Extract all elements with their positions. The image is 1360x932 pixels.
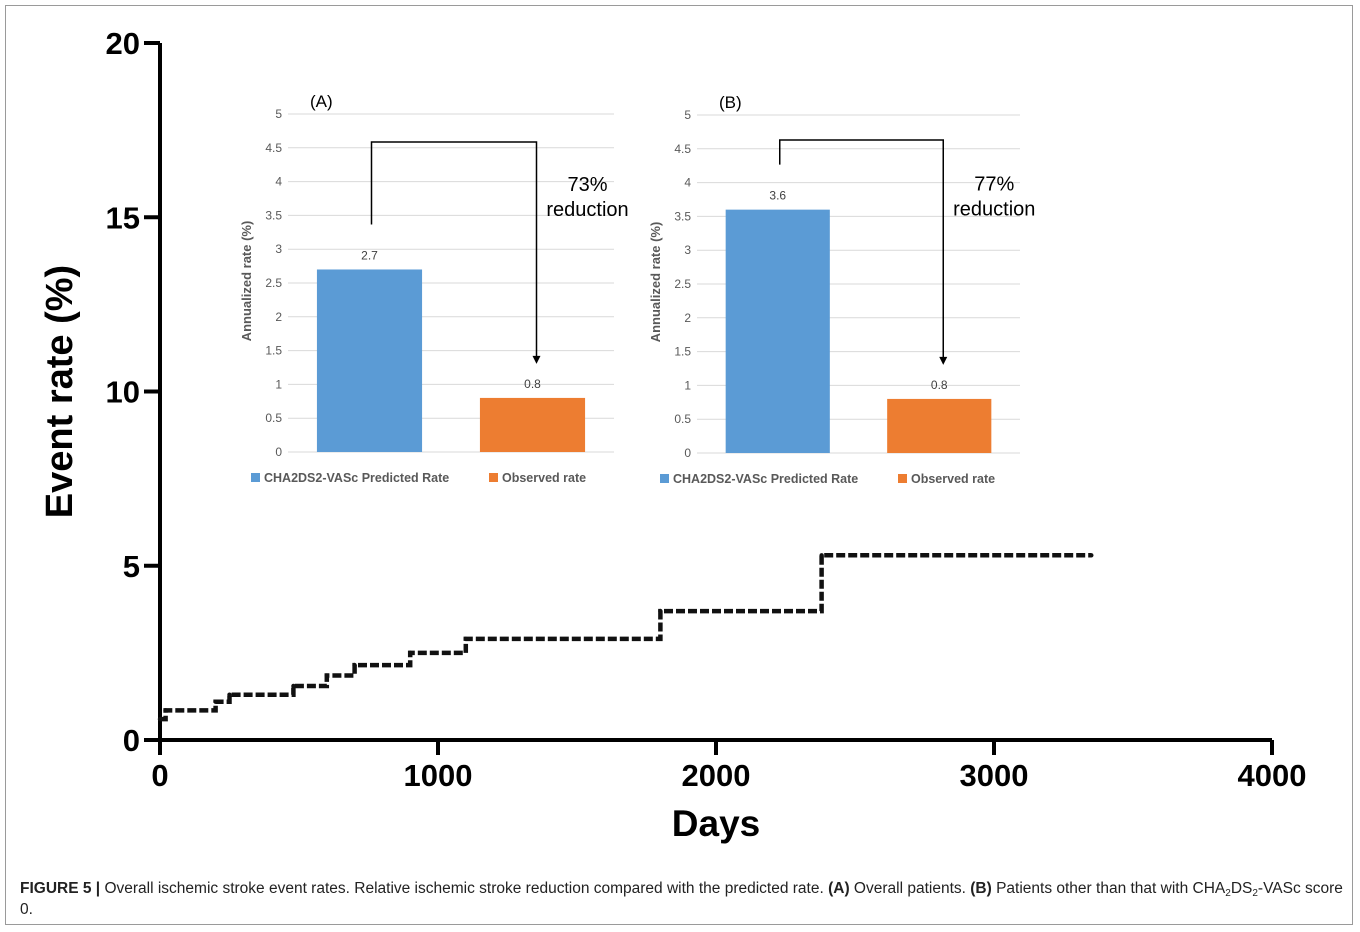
inset-b-y-tick-label: 1.5 xyxy=(674,345,691,359)
main-x-axis-title: Days xyxy=(672,803,760,844)
figure-frame xyxy=(5,5,1353,925)
inset-b-reduction-arrow xyxy=(779,139,944,358)
event-rate-step-point xyxy=(324,673,329,678)
main-y-tick-label: 15 xyxy=(106,200,140,235)
inset-b-chart: 0 0.5 1 1.5 2 2.5 3 3.5 4 4.5 5 Annualized rate (%)… xyxy=(648,93,1035,486)
event-rate-step-point xyxy=(408,650,413,656)
caption-text-4: DS xyxy=(1230,880,1253,897)
caption-text-3: Patients other than that with CHA xyxy=(991,880,1226,897)
inset-a-reduction-percent: 73% xyxy=(567,174,607,196)
main-y-tick-label: 10 xyxy=(106,375,140,410)
inset-b-reduction-percent: 77% xyxy=(974,173,1014,195)
inset-a-y-tick-label: 2 xyxy=(275,310,282,324)
inset-b-y-tick-label: 2 xyxy=(684,311,691,325)
event-rate-step-point xyxy=(1089,553,1094,558)
figure-caption: FIGURE 5 | Overall ischemic stroke event… xyxy=(20,878,1345,920)
inset-a-chart: 0 0.5 1 1.5 2 2.5 3 3.5 4 4.5 5 Annualized rate (%)… xyxy=(239,92,629,485)
caption-text-2: Overall patients. xyxy=(849,880,971,897)
main-y-axis-title: Event rate (%) xyxy=(39,265,81,518)
inset-b-reduction-word: reduction xyxy=(953,198,1035,220)
inset-a-legend-swatch-observed xyxy=(489,473,498,482)
inset-a-bar xyxy=(316,269,423,452)
event-rate-step-point xyxy=(291,683,296,689)
inset-a-arrow-head xyxy=(532,355,541,364)
inset-b-y-tick-label: 5 xyxy=(684,108,691,122)
inset-a-bar xyxy=(479,397,586,452)
inset-a-data-label: 0.8 xyxy=(524,377,541,391)
main-y-tick-label: 5 xyxy=(123,549,140,584)
inset-b-data-label: 0.8 xyxy=(931,378,948,392)
inset-a-panel-label: (A) xyxy=(310,92,333,111)
caption-sub-1: 2 xyxy=(1225,888,1231,899)
event-rate-step-point xyxy=(227,692,232,697)
event-rate-step-point xyxy=(463,636,468,642)
inset-a-legend-label-predicted: CHA2DS2-VASc Predicted Rate xyxy=(264,471,449,485)
inset-b-y-tick-label: 4 xyxy=(684,176,691,190)
event-rate-step-point xyxy=(819,553,824,558)
caption-sub-2: 2 xyxy=(1252,888,1258,899)
inset-a-y-tick-label: 3.5 xyxy=(265,208,282,222)
inset-a-y-tick-label: 0.5 xyxy=(265,411,282,425)
inset-a-legend-swatch-predicted xyxy=(251,473,260,482)
inset-a-legend-label-observed: Observed rate xyxy=(502,471,586,485)
event-rate-step-point xyxy=(658,608,663,614)
inset-a-y-tick-label: 1.5 xyxy=(265,344,282,358)
event-rate-step-point xyxy=(213,699,218,704)
event-rate-step-line xyxy=(160,553,1092,722)
inset-b-y-tick-label: 0 xyxy=(684,446,691,460)
inset-a-data-label: 2.7 xyxy=(361,248,378,262)
inset-b-bar xyxy=(725,209,830,453)
inset-b-y-tick-label: 1 xyxy=(684,378,691,392)
main-x-tick-label: 3000 xyxy=(960,758,1029,793)
caption-bold-a: (A) xyxy=(828,880,850,897)
inset-b-legend-swatch-predicted xyxy=(660,474,669,483)
caption-text-5: -VASc score 0. xyxy=(20,880,1343,918)
caption-text-1: Overall ischemic stroke event rates. Rel… xyxy=(100,880,829,897)
inset-a-y-tick-label: 3 xyxy=(275,242,282,256)
event-rate-step-point xyxy=(352,662,357,668)
caption-bold-b: (B) xyxy=(970,880,992,897)
main-x-tick-label: 4000 xyxy=(1238,758,1307,793)
inset-b-y-tick-label: 4.5 xyxy=(674,142,691,156)
inset-a-y-tick-label: 5 xyxy=(275,107,282,121)
inset-a-reduction-arrow xyxy=(370,141,538,357)
inset-a-y-tick-label: 4 xyxy=(275,175,282,189)
event-rate-step-point xyxy=(163,708,168,713)
inset-b-legend-label-predicted: CHA2DS2-VASc Predicted Rate xyxy=(673,472,858,486)
inset-b-y-tick-label: 3.5 xyxy=(674,209,691,223)
inset-b-y-tick-label: 3 xyxy=(684,243,691,257)
main-y-tick-label: 20 xyxy=(106,26,140,61)
main-x-tick-label: 1000 xyxy=(404,758,473,793)
inset-b-y-axis-title: Annualized rate (%) xyxy=(648,222,663,343)
inset-a-y-tick-label: 1 xyxy=(275,377,282,391)
inset-b-arrow-head xyxy=(939,356,948,365)
inset-b-legend-label-observed: Observed rate xyxy=(911,472,995,486)
inset-b-y-tick-label: 0.5 xyxy=(674,412,691,426)
inset-b-bar xyxy=(887,398,992,453)
main-y-tick-label: 0 xyxy=(123,723,140,758)
inset-b-legend-swatch-observed xyxy=(898,474,907,483)
inset-b-y-tick-label: 2.5 xyxy=(674,277,691,291)
inset-a-reduction-word: reduction xyxy=(546,199,628,221)
inset-b-panel-label: (B) xyxy=(719,93,742,112)
inset-a-y-tick-label: 4.5 xyxy=(265,141,282,155)
main-x-tick-label: 0 xyxy=(151,758,168,793)
inset-a-y-axis-title: Annualized rate (%) xyxy=(239,221,254,342)
event-rate-step-point xyxy=(157,716,163,722)
inset-b-data-label: 3.6 xyxy=(769,189,786,203)
inset-a-y-tick-label: 0 xyxy=(275,445,282,459)
main-x-tick-label: 2000 xyxy=(682,758,751,793)
inset-a-y-tick-label: 2.5 xyxy=(265,276,282,290)
caption-label: FIGURE 5 | xyxy=(20,880,101,897)
